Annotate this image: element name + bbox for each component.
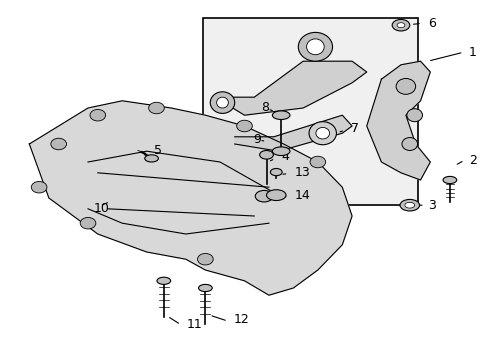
Ellipse shape xyxy=(210,92,234,113)
Ellipse shape xyxy=(298,32,332,61)
Ellipse shape xyxy=(272,147,289,156)
Text: 11: 11 xyxy=(186,318,202,331)
Ellipse shape xyxy=(236,120,252,132)
Ellipse shape xyxy=(197,253,213,265)
Text: 6: 6 xyxy=(427,17,435,30)
Ellipse shape xyxy=(255,190,272,202)
Ellipse shape xyxy=(442,176,456,184)
Ellipse shape xyxy=(406,109,422,122)
Ellipse shape xyxy=(31,181,47,193)
Text: 3: 3 xyxy=(427,199,435,212)
Ellipse shape xyxy=(80,217,96,229)
Ellipse shape xyxy=(272,111,289,120)
Ellipse shape xyxy=(266,190,285,201)
Ellipse shape xyxy=(157,277,170,284)
Ellipse shape xyxy=(395,78,415,94)
Ellipse shape xyxy=(308,122,336,145)
Text: 12: 12 xyxy=(233,313,249,326)
Ellipse shape xyxy=(401,138,417,150)
Ellipse shape xyxy=(144,155,158,162)
Text: 4: 4 xyxy=(281,150,288,163)
Polygon shape xyxy=(29,101,351,295)
Ellipse shape xyxy=(306,39,324,55)
Text: 8: 8 xyxy=(261,101,269,114)
Ellipse shape xyxy=(404,202,414,208)
Text: 10: 10 xyxy=(94,202,109,215)
Ellipse shape xyxy=(90,109,105,121)
Text: 13: 13 xyxy=(294,166,309,179)
Text: 1: 1 xyxy=(468,46,475,59)
Ellipse shape xyxy=(51,138,66,150)
Polygon shape xyxy=(215,61,366,115)
Ellipse shape xyxy=(315,127,329,139)
Text: 14: 14 xyxy=(294,189,309,202)
Ellipse shape xyxy=(399,199,419,211)
Ellipse shape xyxy=(198,284,212,292)
Ellipse shape xyxy=(270,168,282,176)
Text: 9: 9 xyxy=(253,133,261,146)
Ellipse shape xyxy=(391,19,409,31)
Ellipse shape xyxy=(396,23,404,28)
Text: 7: 7 xyxy=(350,122,358,135)
Polygon shape xyxy=(366,61,429,180)
Polygon shape xyxy=(234,115,351,151)
Bar xyxy=(203,18,417,205)
Text: 2: 2 xyxy=(468,154,476,167)
Ellipse shape xyxy=(148,102,164,114)
Ellipse shape xyxy=(309,156,325,168)
Text: 5: 5 xyxy=(154,144,162,157)
Ellipse shape xyxy=(259,150,273,159)
Ellipse shape xyxy=(216,97,228,108)
